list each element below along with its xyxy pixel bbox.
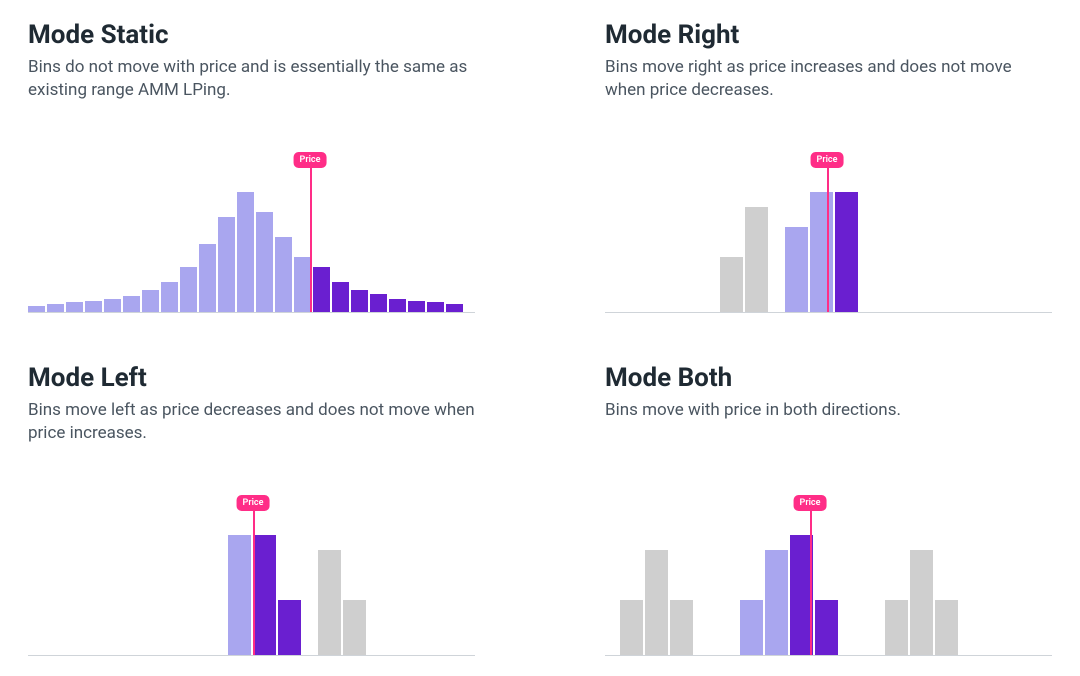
price-line: [810, 507, 812, 655]
bar: [104, 299, 121, 312]
price-line: [827, 164, 829, 312]
bars-container: [605, 476, 1052, 655]
bar: [810, 192, 833, 312]
chart-wrap: Price: [605, 110, 1052, 313]
bar: [253, 535, 276, 655]
panel-description: Bins move right as price increases and d…: [605, 56, 1052, 102]
panel-mode-right: Mode Right Bins move right as price incr…: [605, 20, 1052, 313]
chart-wrap: Price: [28, 453, 475, 656]
panel-mode-left: Mode Left Bins move left as price decrea…: [28, 363, 475, 656]
bar: [278, 600, 301, 655]
bar: [218, 217, 235, 312]
bar: [313, 267, 330, 312]
bar: [835, 192, 858, 312]
bar: [66, 302, 83, 312]
price-line: [310, 164, 312, 312]
panel-title: Mode Right: [605, 20, 1052, 50]
bar: [318, 550, 341, 655]
chart-wrap: Price: [605, 453, 1052, 656]
bar: [343, 600, 366, 655]
bar: [180, 267, 197, 312]
bar-chart-left: Price: [28, 476, 475, 656]
bar: [620, 600, 643, 655]
bar-chart-both: Price: [605, 476, 1052, 656]
bar: [142, 290, 159, 312]
bar: [294, 257, 311, 312]
panel-title: Mode Left: [28, 363, 475, 393]
price-badge: Price: [794, 495, 827, 511]
panel-description: Bins move left as price decreases and do…: [28, 399, 475, 445]
price-line: [253, 507, 255, 655]
bar: [720, 257, 743, 312]
panel-title: Mode Both: [605, 363, 1052, 393]
price-badge: Price: [811, 152, 844, 168]
bar: [28, 306, 45, 312]
bar: [332, 282, 349, 312]
bar: [745, 207, 768, 312]
bar: [815, 600, 838, 655]
bar: [785, 227, 808, 312]
chart-wrap: Price: [28, 110, 475, 313]
price-badge: Price: [294, 152, 327, 168]
bar: [427, 302, 444, 312]
bar: [740, 600, 763, 655]
bar: [408, 301, 425, 312]
bar: [670, 600, 693, 655]
bar: [123, 296, 140, 312]
bar-chart-right: Price: [605, 133, 1052, 313]
bar: [351, 290, 368, 312]
panels-grid: Mode Static Bins do not move with price …: [28, 20, 1052, 656]
bar: [645, 550, 668, 655]
bar-chart-static: Price: [28, 133, 475, 313]
bar: [47, 304, 64, 312]
bar: [161, 282, 178, 312]
bar: [935, 600, 958, 655]
panel-description: Bins move with price in both directions.: [605, 399, 1052, 445]
bar: [237, 192, 254, 312]
panel-title: Mode Static: [28, 20, 475, 50]
bars-container: [28, 133, 475, 312]
bar: [885, 600, 908, 655]
bar: [256, 212, 273, 312]
bar: [370, 294, 387, 312]
bar: [446, 304, 463, 312]
bar: [765, 550, 788, 655]
bar: [275, 237, 292, 312]
panel-mode-both: Mode Both Bins move with price in both d…: [605, 363, 1052, 656]
bar: [85, 301, 102, 312]
bar: [910, 550, 933, 655]
bar: [199, 244, 216, 312]
bar: [389, 299, 406, 312]
price-badge: Price: [237, 495, 270, 511]
bar: [228, 535, 251, 655]
panel-mode-static: Mode Static Bins do not move with price …: [28, 20, 475, 313]
panel-description: Bins do not move with price and is essen…: [28, 56, 475, 102]
